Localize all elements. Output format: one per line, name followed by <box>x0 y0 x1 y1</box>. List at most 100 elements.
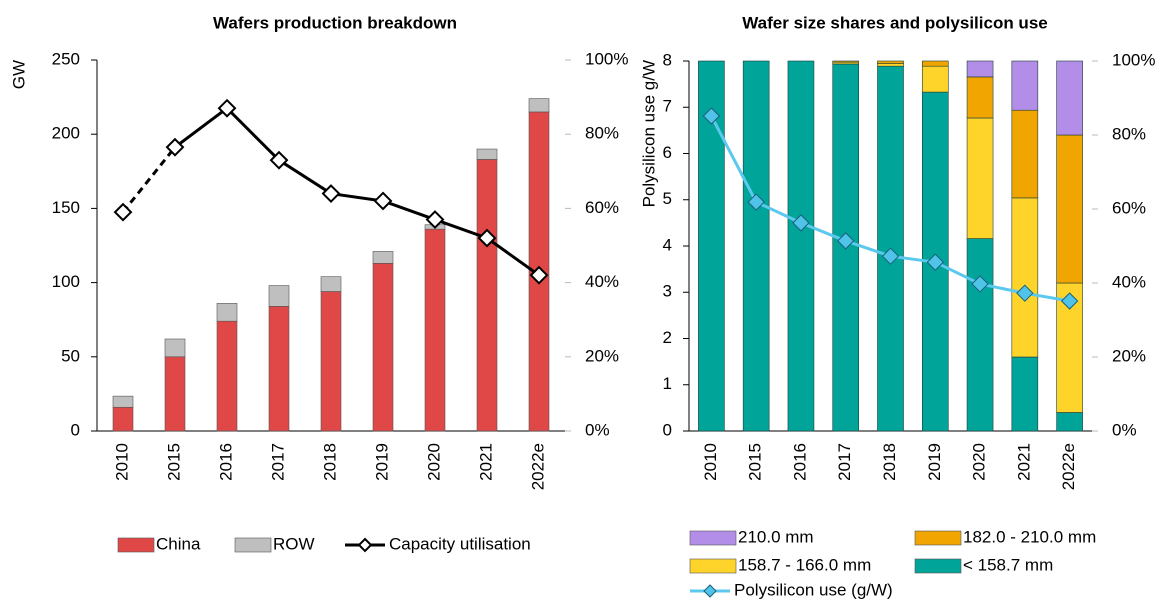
bar-segment <box>372 251 394 264</box>
legend-label: < 158.7 mm <box>963 555 1053 574</box>
x-tick-label: 2019 <box>372 443 391 481</box>
y2-tick-label: 100% <box>585 49 628 68</box>
y-tick-label: 0 <box>663 420 672 439</box>
legend-label: 158.7 - 166.0 mm <box>738 555 871 574</box>
y-axis-title: Polysilicon use g/W <box>639 60 658 207</box>
x-tick-label: 2018 <box>320 443 339 481</box>
legend-label: ROW <box>273 534 315 553</box>
y2-tick-label: 0% <box>585 420 610 439</box>
line-marker <box>926 253 944 271</box>
line-marker <box>747 193 765 211</box>
x-tick-label: 2010 <box>701 443 720 481</box>
y-tick-label: 6 <box>663 143 672 162</box>
y-tick-label: 0 <box>71 420 80 439</box>
bar-segment <box>832 60 860 63</box>
legend-label: Capacity utilisation <box>389 534 531 553</box>
line-marker <box>113 202 133 222</box>
y2-tick-label: 100% <box>1112 50 1155 69</box>
legend-swatch <box>914 530 962 546</box>
bar-segment <box>320 291 342 432</box>
x-tick-label: 2018 <box>880 443 899 481</box>
legend-swatch <box>234 537 272 553</box>
x-tick-label: 2021 <box>1014 443 1033 481</box>
bar-segment <box>787 60 815 432</box>
bar-segment <box>1011 356 1039 432</box>
legend-marker <box>703 584 717 598</box>
y2-tick-label: 60% <box>585 198 619 217</box>
bar-segment <box>966 76 994 119</box>
bar-segment <box>921 65 949 93</box>
y-tick-label: 4 <box>663 235 672 254</box>
bar-segment <box>476 159 498 432</box>
x-tick-label: 2019 <box>925 443 944 481</box>
legend-label: 182.0 - 210.0 mm <box>963 527 1096 546</box>
bar-segment <box>966 60 994 78</box>
bar-segment <box>528 98 550 113</box>
y-tick-label: 5 <box>663 189 672 208</box>
legend-swatch <box>117 537 155 553</box>
bar-segment <box>742 60 770 432</box>
line-marker <box>1060 292 1079 310</box>
bar-segment <box>164 338 186 358</box>
x-tick-label: 2020 <box>970 443 989 481</box>
y2-tick-label: 80% <box>585 124 619 143</box>
line-marker <box>1016 284 1034 302</box>
y-tick-label: 3 <box>663 282 672 301</box>
legend-swatch <box>689 530 737 546</box>
y-tick-label: 100 <box>52 272 80 291</box>
line-marker <box>971 275 989 293</box>
bar-segment <box>966 117 994 239</box>
bar-segment <box>424 228 446 432</box>
legend-label: Polysilicon use (g/W) <box>734 580 893 599</box>
x-tick-label: 2016 <box>216 443 235 481</box>
line-marker <box>477 228 497 248</box>
y-tick-label: 250 <box>52 49 80 68</box>
bar-segment <box>164 356 186 432</box>
line-marker <box>269 150 289 170</box>
bar-segment <box>268 285 290 307</box>
line-marker <box>425 210 445 229</box>
bar-segment <box>320 276 342 292</box>
bar-segment <box>966 238 994 432</box>
x-tick-label: 2015 <box>746 443 765 481</box>
y2-tick-label: 0% <box>1112 420 1137 439</box>
y-tick-label: 50 <box>61 346 80 365</box>
line-marker <box>792 214 810 232</box>
bar-segment <box>921 60 949 67</box>
legend-swatch <box>914 558 962 574</box>
legend-marker <box>357 537 373 553</box>
line <box>174 106 540 277</box>
x-tick-label: 2022e <box>528 443 547 490</box>
bar-segment <box>877 63 904 67</box>
x-tick-label: 2016 <box>790 443 809 481</box>
chart-title: Wafers production breakdown <box>213 13 457 32</box>
x-tick-label: 2010 <box>112 443 131 481</box>
line-marker <box>837 232 855 250</box>
legend-swatch <box>689 558 737 574</box>
bar-segment <box>1011 109 1039 199</box>
line-marker <box>881 247 900 265</box>
x-tick-label: 2020 <box>424 443 443 481</box>
bar-segment <box>1011 60 1039 111</box>
bar-segment <box>268 306 290 432</box>
bar-segment <box>112 395 134 408</box>
legend-label: 210.0 mm <box>738 527 814 546</box>
line <box>121 146 177 214</box>
y2-tick-label: 40% <box>585 272 619 291</box>
y2-tick-label: 80% <box>1112 124 1146 143</box>
x-tick-label: 2021 <box>476 443 495 481</box>
y-tick-label: 2 <box>663 328 672 347</box>
y-tick-label: 8 <box>663 50 672 69</box>
chart-title: Wafer size shares and polysilicon use <box>742 13 1047 32</box>
y2-tick-label: 60% <box>1112 198 1146 217</box>
y-tick-label: 150 <box>52 198 80 217</box>
line-marker <box>165 137 185 157</box>
x-tick-label: 2022e <box>1059 443 1078 490</box>
line-marker <box>702 107 721 125</box>
line-marker <box>373 191 393 211</box>
y2-tick-label: 20% <box>585 346 619 365</box>
bar-segment <box>112 406 134 432</box>
bar-segment <box>372 263 394 432</box>
